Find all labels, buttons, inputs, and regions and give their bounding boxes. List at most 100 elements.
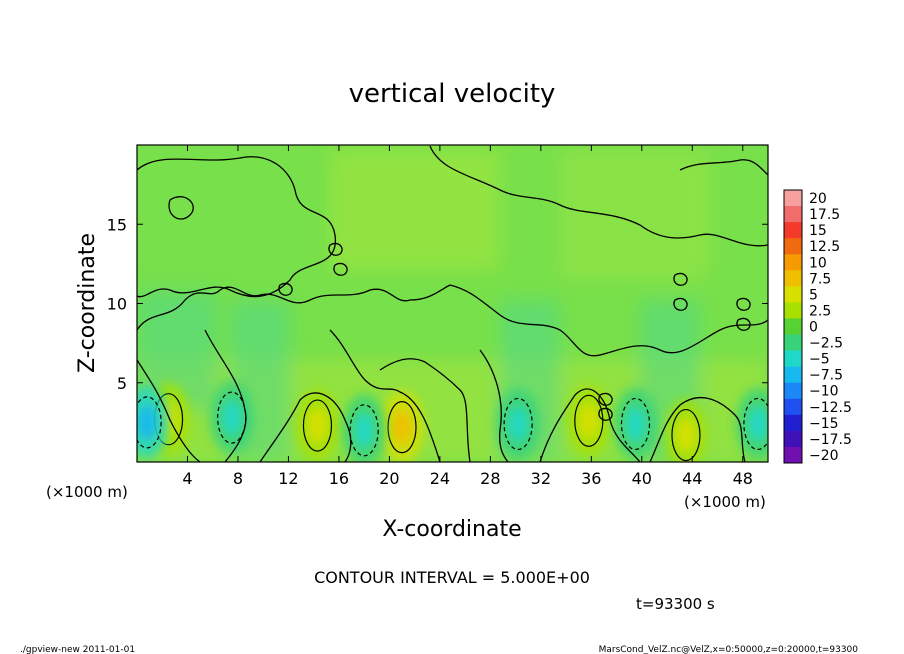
contour-line [168,196,194,220]
colorbar-label: 20 [809,191,827,207]
contour-line [204,329,247,462]
colorbar-cell [784,270,802,287]
colorbar-label: 10 [809,255,827,271]
contour-loop [302,399,333,452]
updraft-core [578,402,599,439]
contour-lines [137,145,768,462]
colorbar-label: −10 [809,384,839,400]
x-axis-label: X-coordinate [382,517,521,542]
contour-line [429,145,768,247]
colorbar-label: 12.5 [809,239,840,255]
colorbar-cell [784,398,802,416]
x-tick-label: 4 [182,469,192,488]
updraft-core [307,407,328,444]
colorbar-frame [783,189,803,464]
x-tick-label: 40 [632,469,652,488]
colorbar-label: −15 [809,416,839,432]
contour-line [328,242,343,256]
colorbar-label: 17.5 [809,207,840,223]
x-axis: 4 8 12 16 20 24 28 32 36 40 44 48 [182,145,753,488]
x-tick-label: 32 [531,469,551,488]
contour-line [673,297,688,311]
colorbar-label: 15 [809,223,827,239]
y-axis: 5 10 15 [107,215,768,393]
x-tick-label: 28 [480,469,500,488]
x-tick-label: 44 [682,469,702,488]
footer-left: ./gpview-new 2011-01-01 [20,645,135,654]
contour-line [137,284,451,331]
colorbar-cell [784,286,802,303]
x-tick-label: 48 [733,469,753,488]
contour-line [333,262,348,276]
x-tick-label: 24 [430,469,450,488]
colorbar-cell [784,334,802,352]
colorbar-cell [784,382,802,400]
x-tick-label: 20 [379,469,399,488]
colorbar-label: 2.5 [809,303,831,319]
contour-loop [349,404,379,457]
contour-line [449,284,768,357]
contour-loop [503,397,533,451]
contour-loop [671,408,701,462]
updraft-core [676,417,696,454]
contour-line [736,297,751,311]
contour-line [137,156,336,298]
downdraft-core [625,405,646,442]
contour-line [259,392,352,462]
chart-title: vertical velocity [349,79,556,109]
colorbar-cell [784,238,802,255]
contour-line [598,392,613,406]
contour-line [479,349,509,462]
contour-line [679,159,768,176]
upper-yellow-band [330,150,500,270]
x-tick-label: 36 [581,469,601,488]
colorbar-cell [784,430,802,448]
colorbar-label: −2.5 [809,336,843,352]
downdraft-core [221,399,242,436]
contour-loop [743,397,768,451]
contour-line [329,329,441,462]
upper-yellow-band [560,150,710,280]
colorbar-label: 5 [809,287,818,303]
colorbar-label: −12.5 [809,400,852,416]
colorbar-cell [784,366,802,384]
contour-loop [620,397,651,451]
y-tick-label: 10 [107,295,127,314]
contour-loop [137,396,162,449]
downdraft-core [508,405,528,442]
colorbar-cell [784,414,802,432]
contour-line [598,407,613,421]
colorbar-label: −5 [809,352,830,368]
contour-line [379,358,471,462]
y-tick-label: 5 [117,374,127,393]
contour-line [137,359,201,462]
colorbar-cell [784,190,802,207]
colorbar-cell [784,318,802,336]
y-tick-label: 15 [107,215,127,234]
colorbar-cell [784,206,802,223]
colorbar-label: 7.5 [809,271,831,287]
footer-right: MarsCond_VelZ.nc@VelZ,x=0:50000,z=0:2000… [599,645,859,654]
colorbar-cell [784,222,802,239]
colorbar: 2017.51512.5107.552.50−2.5−5−7.5−10−12.5… [783,189,852,464]
colorbar-label: −17.5 [809,432,852,448]
contour-line [736,317,751,331]
time-text: t=93300 s [636,595,715,613]
x-tick-label: 12 [278,469,298,488]
contour-line [649,396,746,462]
contour-interval-text: CONTOUR INTERVAL = 5.000E+00 [314,568,590,587]
colorbar-label: 0 [809,320,818,336]
contour-line [278,282,293,296]
updraft-core [392,409,412,446]
x-unit-right: (×1000 m) [684,493,766,511]
y-axis-label: Z-coordinate [75,233,100,373]
contour-line [673,272,688,286]
contour-line [539,388,641,462]
downdraft-core [354,412,374,449]
colorbar-cell [784,446,802,464]
contour-loop [387,401,417,454]
x-unit-left: (×1000 m) [46,483,128,501]
plot-area [137,145,768,462]
colorbar-cell [784,302,802,319]
